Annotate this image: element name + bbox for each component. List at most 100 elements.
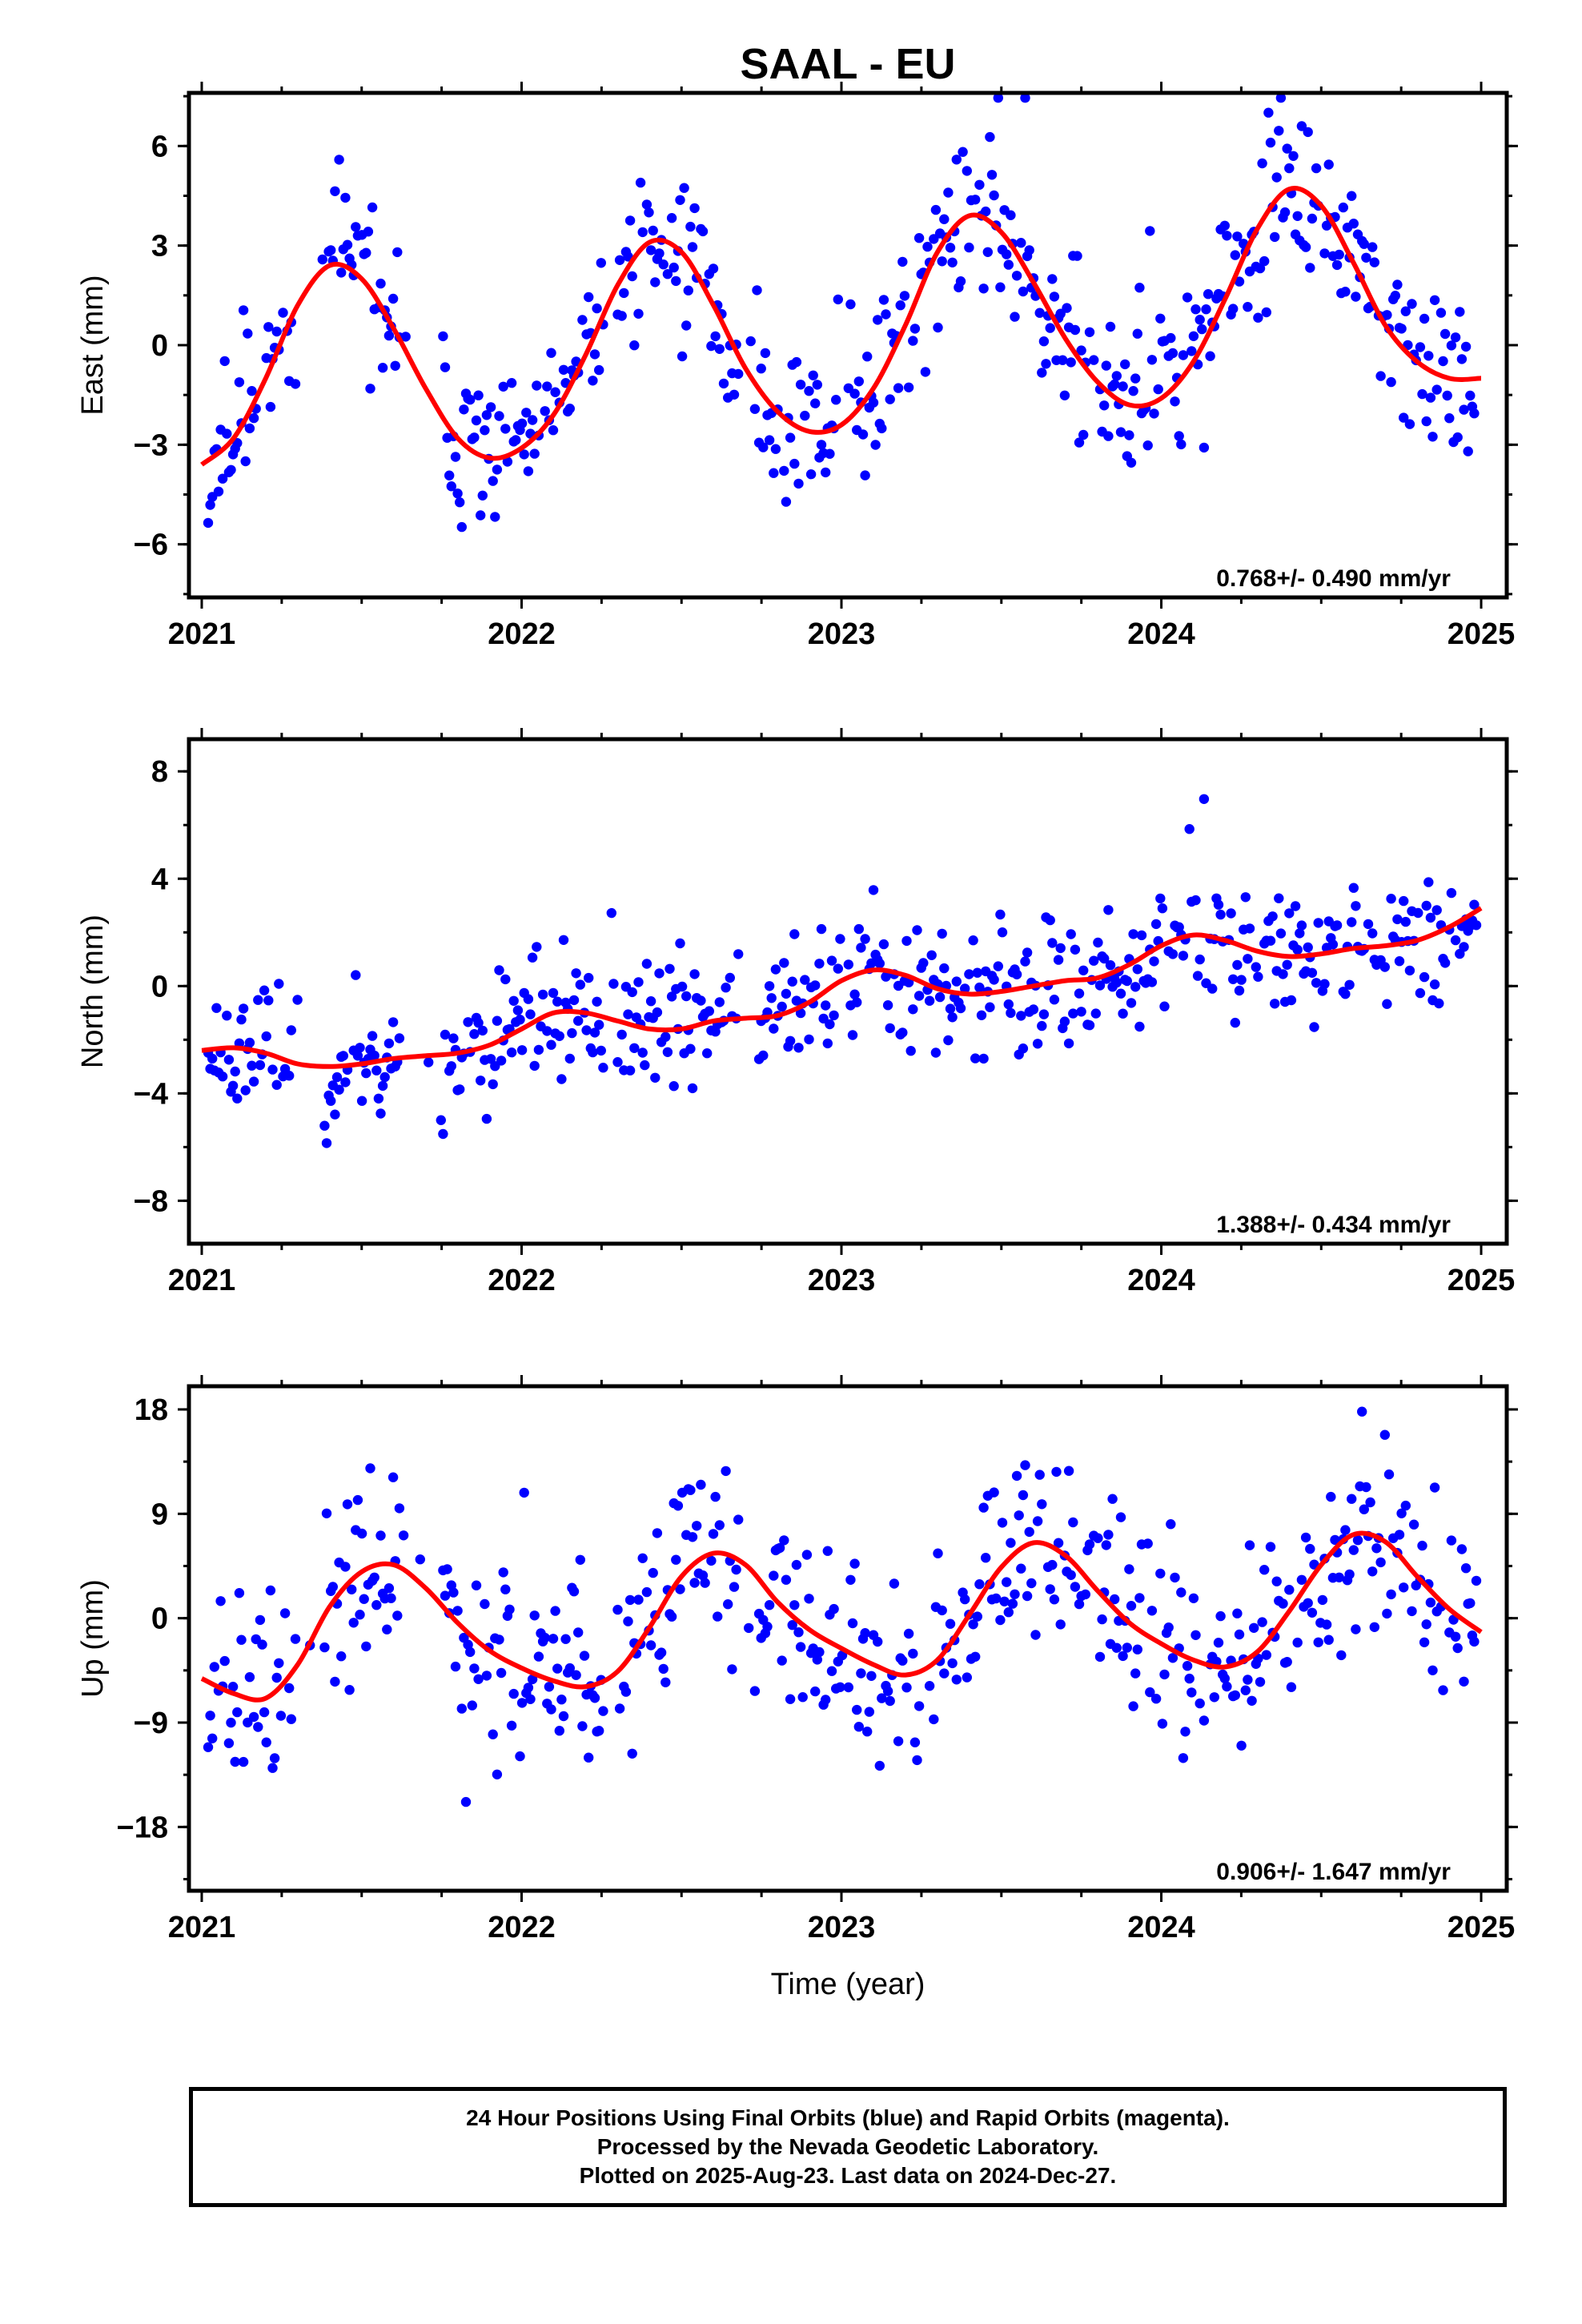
data-point bbox=[1313, 918, 1323, 928]
data-point bbox=[1159, 1669, 1170, 1680]
data-point bbox=[1011, 271, 1022, 281]
data-point bbox=[594, 1726, 604, 1736]
data-point bbox=[1386, 1589, 1396, 1600]
data-point bbox=[1157, 903, 1168, 914]
data-point bbox=[624, 1594, 636, 1606]
data-point bbox=[1184, 824, 1195, 834]
data-point bbox=[710, 1491, 721, 1502]
data-point bbox=[1282, 1657, 1292, 1667]
data-point bbox=[352, 1494, 363, 1506]
data-point bbox=[679, 183, 689, 193]
data-point bbox=[537, 989, 548, 1000]
y-tick-label: 18 bbox=[135, 1393, 168, 1427]
data-point bbox=[326, 1096, 336, 1106]
data-point bbox=[662, 1047, 673, 1058]
data-point bbox=[1159, 1001, 1170, 1011]
y-axis-label: East (mm) bbox=[76, 275, 110, 415]
data-point bbox=[247, 1060, 257, 1071]
data-point bbox=[334, 155, 344, 165]
data-point bbox=[862, 352, 873, 362]
data-point bbox=[675, 938, 685, 949]
data-point bbox=[379, 1072, 390, 1083]
data-point bbox=[1174, 922, 1184, 932]
data-point bbox=[962, 166, 973, 176]
data-point bbox=[1166, 1519, 1176, 1530]
data-point bbox=[596, 258, 606, 268]
data-point bbox=[392, 247, 403, 258]
data-point bbox=[1340, 989, 1351, 999]
data-point bbox=[1049, 292, 1060, 302]
data-point bbox=[465, 1647, 476, 1658]
data-point bbox=[1038, 1009, 1050, 1019]
x-tick-label: 2021 bbox=[168, 1911, 236, 1944]
data-point bbox=[860, 934, 870, 944]
data-point bbox=[367, 1031, 378, 1041]
data-point bbox=[1197, 324, 1207, 335]
data-point bbox=[689, 1578, 700, 1588]
data-point bbox=[718, 378, 729, 389]
data-point bbox=[476, 510, 486, 521]
data-point bbox=[386, 1593, 396, 1603]
data-point bbox=[1292, 944, 1303, 955]
x-tick-label: 2025 bbox=[1447, 1911, 1516, 1944]
data-point bbox=[843, 1682, 854, 1693]
data-point bbox=[714, 344, 725, 354]
data-point bbox=[620, 1687, 632, 1697]
data-point bbox=[1219, 220, 1231, 231]
y-tick-label: −4 bbox=[134, 1077, 168, 1111]
data-point bbox=[808, 370, 818, 380]
data-point bbox=[1122, 975, 1133, 987]
data-point bbox=[542, 1026, 552, 1036]
data-point bbox=[1442, 390, 1452, 401]
data-point bbox=[1053, 1538, 1064, 1548]
data-point bbox=[363, 227, 374, 237]
data-point bbox=[1199, 1715, 1210, 1726]
data-point bbox=[485, 402, 496, 412]
data-point bbox=[359, 1594, 369, 1604]
data-point bbox=[665, 963, 675, 975]
data-point bbox=[492, 1769, 503, 1779]
data-point bbox=[964, 242, 974, 253]
data-point bbox=[1074, 1598, 1085, 1610]
data-point bbox=[752, 285, 762, 296]
data-point bbox=[731, 1564, 741, 1575]
data-point bbox=[481, 1113, 492, 1124]
data-point bbox=[532, 380, 542, 391]
data-point bbox=[581, 1025, 592, 1035]
data-point bbox=[612, 1057, 623, 1068]
data-point bbox=[713, 1611, 723, 1622]
data-point bbox=[762, 1622, 773, 1632]
data-point bbox=[351, 970, 361, 980]
data-point bbox=[781, 497, 792, 507]
data-point bbox=[1076, 345, 1086, 356]
data-point bbox=[1275, 928, 1287, 939]
data-point bbox=[685, 1485, 696, 1495]
data-point bbox=[999, 1596, 1010, 1607]
data-point bbox=[650, 277, 661, 287]
data-point bbox=[1234, 1629, 1245, 1640]
data-point bbox=[375, 1108, 386, 1119]
data-point bbox=[265, 1585, 276, 1596]
data-point bbox=[383, 330, 395, 341]
x-tick-label: 2024 bbox=[1127, 617, 1195, 651]
data-point bbox=[1128, 929, 1138, 939]
data-point bbox=[764, 981, 775, 991]
data-point bbox=[467, 1700, 477, 1711]
data-point bbox=[546, 1704, 556, 1715]
data-point bbox=[749, 404, 761, 414]
data-point bbox=[733, 949, 744, 959]
data-point bbox=[1115, 1512, 1126, 1522]
data-point bbox=[671, 275, 681, 287]
data-point bbox=[1066, 357, 1076, 368]
data-point bbox=[1059, 390, 1070, 400]
data-point bbox=[856, 1668, 866, 1679]
data-point bbox=[1037, 1020, 1047, 1031]
data-point bbox=[1400, 916, 1411, 927]
data-point bbox=[465, 394, 476, 405]
data-point bbox=[490, 512, 500, 522]
data-point bbox=[1259, 1565, 1270, 1575]
data-point bbox=[1452, 432, 1463, 443]
data-point bbox=[1041, 359, 1051, 369]
data-point bbox=[1078, 965, 1089, 976]
